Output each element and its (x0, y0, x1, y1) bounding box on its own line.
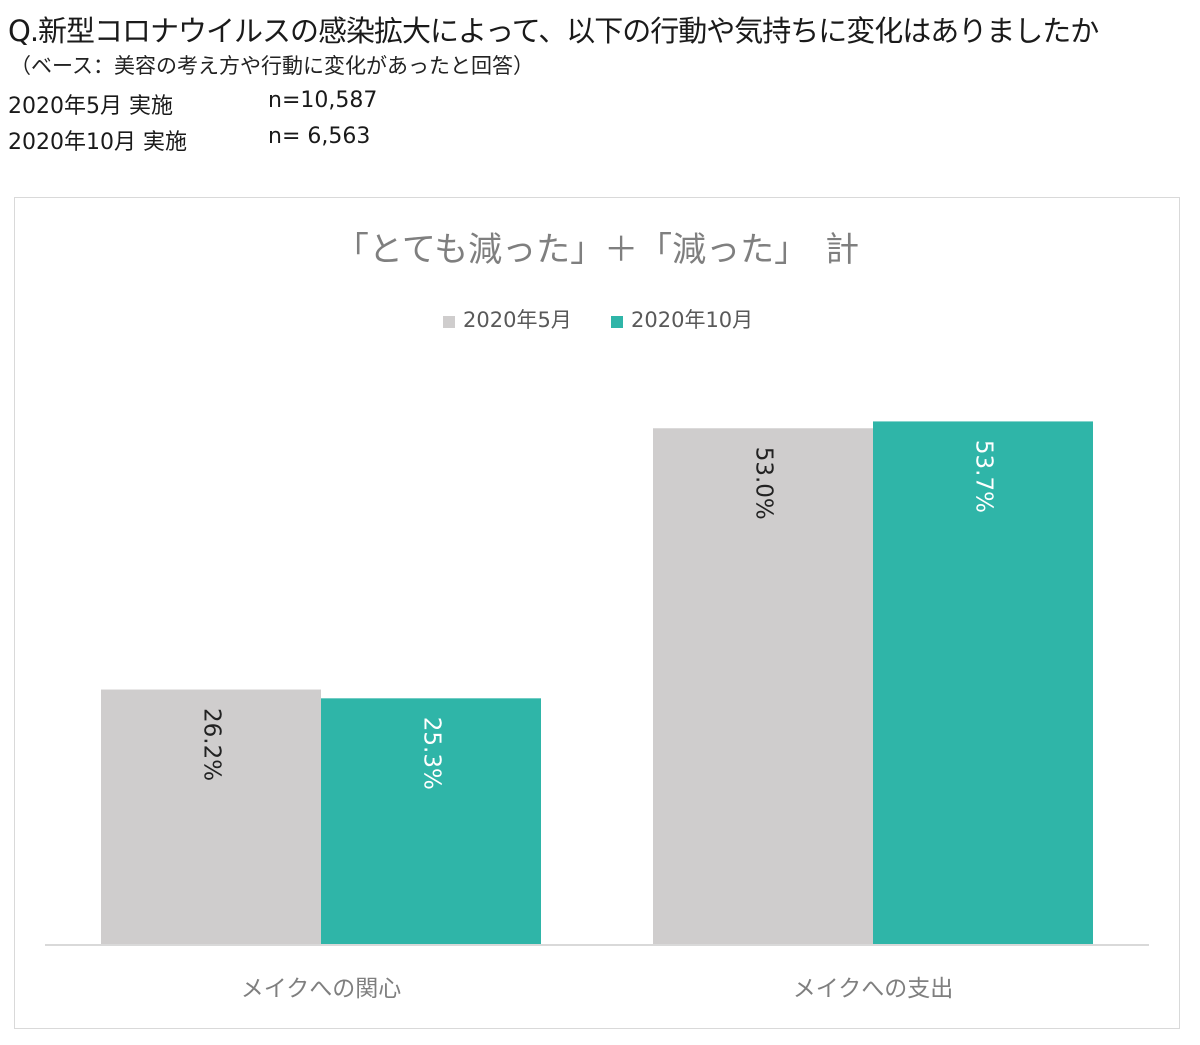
sample-row-october: 2020年10月 実施 n= 6,563 (8, 124, 370, 156)
chart-title: 「とても減った」＋「減った」 計 (335, 230, 859, 270)
bar-chart: 「とても減った」＋「減った」 計 2020年5月 2020年10月 26.2% 25.3… (45, 230, 1149, 1002)
question-title: Q.新型コロナウイルスの感染拡大によって、以下の行動や気持ちに変化はありましたか (8, 14, 1099, 48)
data-label-may-1: 26.2% (199, 708, 225, 781)
sample-label: 2020年10月 実施 (8, 130, 187, 155)
sample-label: 2020年5月 実施 (8, 94, 173, 119)
bar-october-2 (873, 421, 1093, 945)
category-label-1: メイクへの関心 (241, 976, 402, 1002)
sample-size: n=10,587 (268, 88, 378, 113)
category-label-2: メイクへの支出 (793, 976, 954, 1002)
question-base-note: （ベース：美容の考え方や行動に変化があったと回答） (10, 54, 534, 78)
bar-may-1 (101, 689, 321, 945)
legend-swatch-may (443, 316, 455, 328)
data-label-may-2: 53.0% (751, 447, 777, 520)
bar-may-2 (653, 428, 873, 945)
legend-swatch-october (611, 316, 623, 328)
data-label-october-1: 25.3% (419, 717, 445, 790)
bar-october-1 (321, 698, 541, 945)
data-label-october-2: 53.7% (971, 440, 997, 513)
sample-row-may: 2020年5月 実施 n=10,587 (8, 88, 377, 120)
chart-frame: 「とても減った」＋「減った」 計 2020年5月 2020年10月 26.2% 25.3… (14, 197, 1180, 1029)
legend-label-october: 2020年10月 (631, 308, 753, 332)
sample-size: n= 6,563 (268, 124, 371, 149)
legend-label-may: 2020年5月 (463, 308, 572, 332)
